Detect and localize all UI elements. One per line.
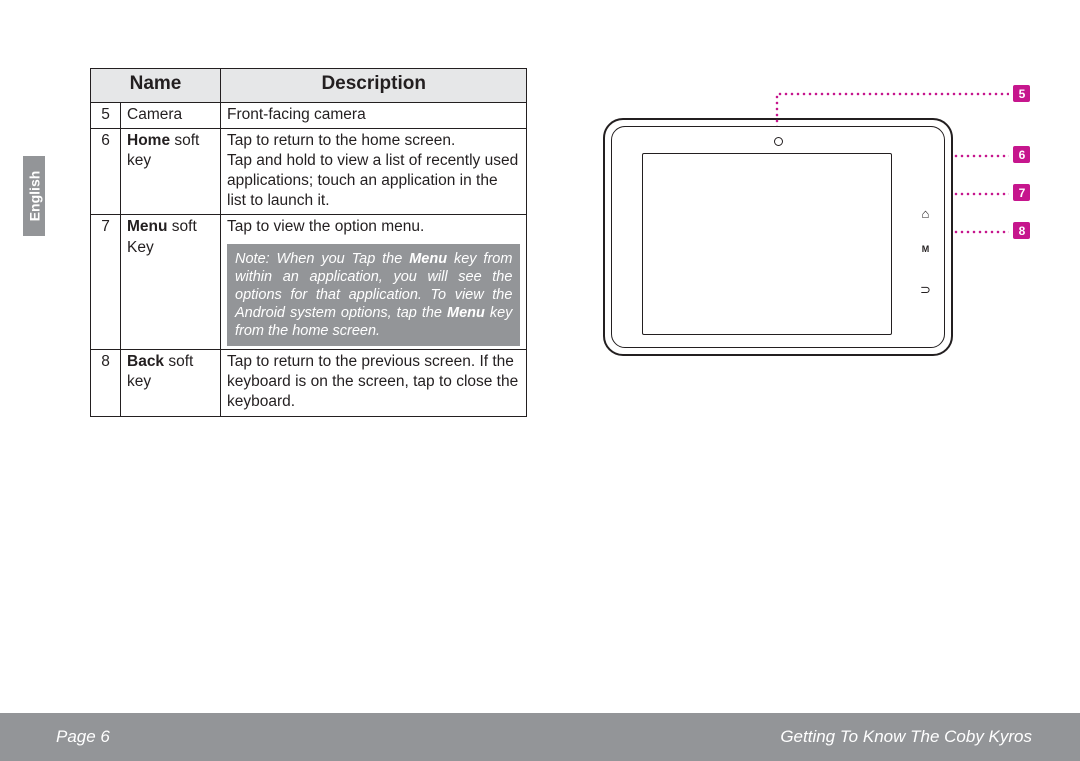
leader-line xyxy=(775,94,779,126)
table-row: 7 Menu soft Key Tap to view the option m… xyxy=(91,215,527,350)
language-tab: English xyxy=(23,156,45,236)
leader-line xyxy=(953,230,1009,234)
device-screen xyxy=(642,153,892,335)
row-num: 6 xyxy=(91,128,121,215)
row-name: Menu soft Key xyxy=(121,215,221,350)
device-diagram: ⌂ M ⊃ 5 6 7 8 xyxy=(563,68,1030,398)
row-num: 5 xyxy=(91,102,121,128)
row-name: Home soft key xyxy=(121,128,221,215)
back-icon: ⊃ xyxy=(918,283,932,296)
callout-8: 8 xyxy=(1013,222,1030,239)
leader-line xyxy=(953,154,1009,158)
callout-5: 5 xyxy=(1013,85,1030,102)
camera-icon xyxy=(774,137,783,146)
device-outline: ⌂ M ⊃ xyxy=(603,118,953,356)
table-row: 6 Home soft key Tap to return to the hom… xyxy=(91,128,527,215)
page-number: Page 6 xyxy=(56,727,110,747)
row-name: Back soft key xyxy=(121,350,221,416)
page-footer: Page 6 Getting To Know The Coby Kyros xyxy=(0,713,1080,761)
parts-table: Name Description 5 Camera Front-facing c… xyxy=(90,68,527,417)
row-desc: Tap to view the option menu. Note: When … xyxy=(221,215,527,350)
row-desc: Tap to return to the previous screen. If… xyxy=(221,350,527,416)
callout-7: 7 xyxy=(1013,184,1030,201)
table-row: 8 Back soft key Tap to return to the pre… xyxy=(91,350,527,416)
language-tab-label: English xyxy=(26,171,42,222)
row-desc: Front-facing camera xyxy=(221,102,527,128)
row-desc: Tap to return to the home screen. Tap an… xyxy=(221,128,527,215)
leader-line xyxy=(777,92,1009,96)
row-name: Camera xyxy=(121,102,221,128)
leader-line xyxy=(953,192,1009,196)
note-box: Note: When you Tap the Menu key from wit… xyxy=(227,244,520,347)
menu-icon: M xyxy=(918,245,932,254)
callout-6: 6 xyxy=(1013,146,1030,163)
row-num: 7 xyxy=(91,215,121,350)
th-description: Description xyxy=(221,69,527,103)
section-title: Getting To Know The Coby Kyros xyxy=(780,727,1032,747)
home-icon: ⌂ xyxy=(918,207,932,220)
row-num: 8 xyxy=(91,350,121,416)
table-row: 5 Camera Front-facing camera xyxy=(91,102,527,128)
th-name: Name xyxy=(91,69,221,103)
